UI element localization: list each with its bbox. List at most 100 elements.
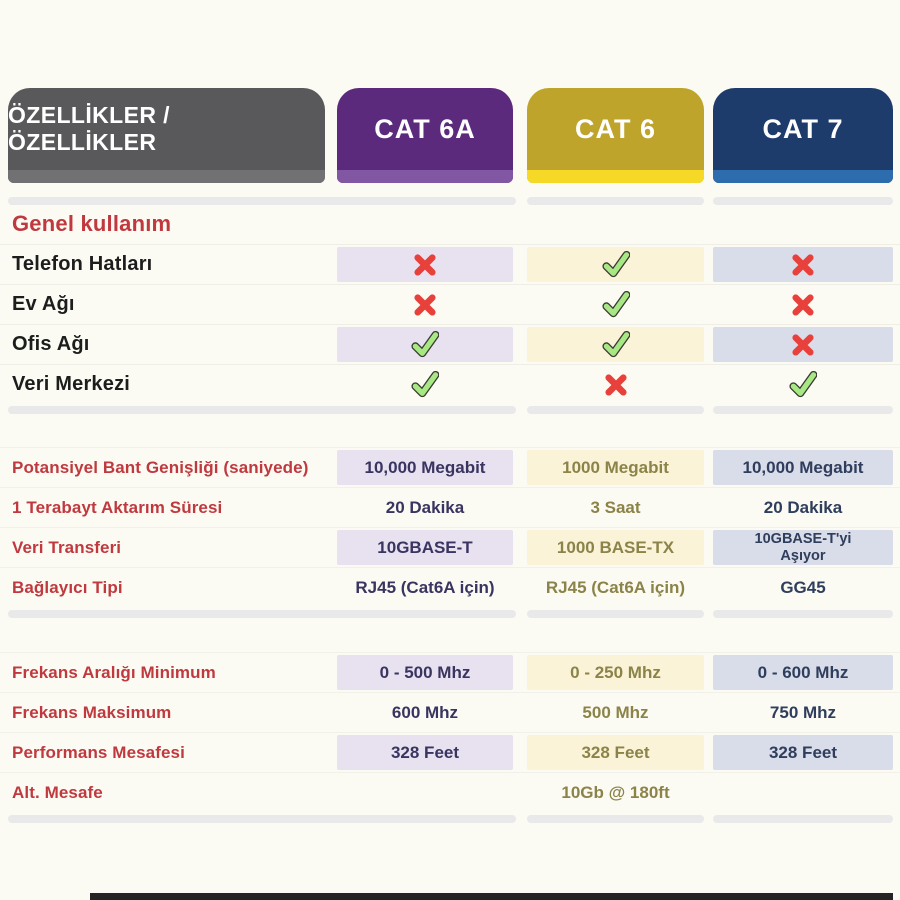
check-cell [527,327,704,362]
table-row: Performans Mesafesi 328 Feet 328 Feet 328 F… [0,732,900,772]
divider [527,610,704,618]
cat6a-tab-strip [337,170,513,183]
table-row: Ofis Ağı [0,324,900,364]
cross-icon [792,293,814,316]
cat7-tab-strip [713,170,893,183]
cross-cell [713,327,893,362]
cat6-tab-strip [527,170,704,183]
row-label: Ev Ağı [12,293,75,315]
section-bandwidth-rows: Potansiyel Bant Genişliği (saniyede) 10,0… [0,447,900,607]
check-cell [337,327,513,362]
check-cell [527,247,704,282]
features-header-tab: ÖZELLİKLER / ÖZELLİKLER [8,88,325,183]
divider [713,197,893,205]
value-cell: 1000 BASE-TX [527,530,704,565]
row-label: Veri Merkezi [12,373,131,395]
value-cell: 10Gb @ 180ft [561,782,670,802]
table-row: Frekans Aralığı Minimum 0 - 500 Mhz 0 - 25… [0,652,900,692]
check-icon [601,251,630,278]
value-cell: 750 Mhz [769,702,837,722]
value-cell: 328 Feet [337,735,513,770]
table-row: Veri Transferi 10GBASE-T 1000 BASE-TX 10GBA… [0,527,900,567]
value-cell: 20 Dakika [763,497,843,517]
value-cell: 500 Mhz [582,702,649,722]
value-cell [337,775,513,810]
table-row: Telefon Hatları [0,244,900,284]
value-cell: 10GBASE-T'yi Aşıyor [713,530,893,565]
cross-icon [604,373,627,396]
value-cell: 328 Feet [527,735,704,770]
column-header-cat6: CAT 6 [527,88,704,183]
check-cell [337,367,513,402]
value-cell: RJ45 (Cat6A için) [545,577,686,597]
column-header-label: CAT 6 [574,113,656,144]
cross-icon [414,293,436,316]
table-row: Bağlayıcı Tipi RJ45 (Cat6A için) RJ45 (Cat… [0,567,900,607]
divider [8,197,516,205]
value-cell: 10,000 Megabit [337,450,513,485]
table-row: Ev Ağı [0,284,900,324]
check-icon [601,331,630,358]
value-cell [713,775,893,810]
features-header-label: ÖZELLİKLER / ÖZELLİKLER [8,102,170,155]
table-row: Alt. Mesafe 10Gb @ 180ft [0,772,900,812]
value-cell: 600 Mhz [391,702,459,722]
table-row: Potansiyel Bant Genişliği (saniyede) 10,0… [0,447,900,487]
value-cell: 0 - 600 Mhz [713,655,893,690]
check-icon [601,291,630,318]
table-row: Frekans Maksimum 600 Mhz 500 Mhz 750 Mhz [0,692,900,732]
cross-cell [713,287,893,322]
check-icon [411,371,439,398]
row-label: Performans Mesafesi [12,742,185,762]
cross-cell [337,287,513,322]
row-label: Frekans Maksimum [12,702,172,722]
cross-cell [527,367,704,402]
features-tab-strip [8,170,325,183]
row-label: Bağlayıcı Tipi [12,577,123,597]
cross-cell [337,247,513,282]
row-label: Ofis Ağı [12,333,90,355]
divider [527,197,704,205]
divider [527,406,704,414]
row-label: Telefon Hatları [12,253,153,275]
divider [8,610,516,618]
value-cell: 20 Dakika [385,497,465,517]
cross-icon [414,253,436,276]
row-label: Frekans Aralığı Minimum [12,662,216,682]
check-cell [713,367,893,402]
value-cell: RJ45 (Cat6A için) [355,577,495,597]
value-cell: 10GBASE-T [337,530,513,565]
divider [713,815,893,823]
column-header-label: CAT 6A [374,113,476,144]
check-icon [411,331,439,358]
column-header-label: CAT 7 [762,113,844,144]
check-icon [789,371,817,398]
divider [713,610,893,618]
cross-icon [792,253,814,276]
value-cell: 0 - 250 Mhz [527,655,704,690]
check-cell [527,287,704,322]
section-general-use-rows: Telefon Hatları Ev Ağı Ofis Ağı Veri Mer… [0,244,900,404]
column-header-cat6a: CAT 6A [337,88,513,183]
divider [713,406,893,414]
value-cell: GG45 [780,577,826,597]
table-row: Veri Merkezi [0,364,900,404]
row-label: Alt. Mesafe [12,782,103,802]
cross-cell [713,247,893,282]
value-cell: 0 - 500 Mhz [337,655,513,690]
column-header-cat7: CAT 7 [713,88,893,183]
table-row: 1 Terabayt Aktarım Süresi 20 Dakika 3 Saat… [0,487,900,527]
value-cell: 3 Saat [590,497,641,517]
row-label: Veri Transferi [12,537,122,557]
value-cell: 10,000 Megabit [713,450,893,485]
row-label: 1 Terabayt Aktarım Süresi [12,497,223,517]
row-label: Potansiyel Bant Genişliği (saniyede) [12,457,309,477]
value-cell: 328 Feet [713,735,893,770]
section-frequency-rows: Frekans Aralığı Minimum 0 - 500 Mhz 0 - 25… [0,652,900,812]
divider [8,815,516,823]
divider [527,815,704,823]
section-heading-general-use: Genel kullanım [12,211,172,236]
value-cell: 1000 Megabit [527,450,704,485]
divider [8,406,516,414]
